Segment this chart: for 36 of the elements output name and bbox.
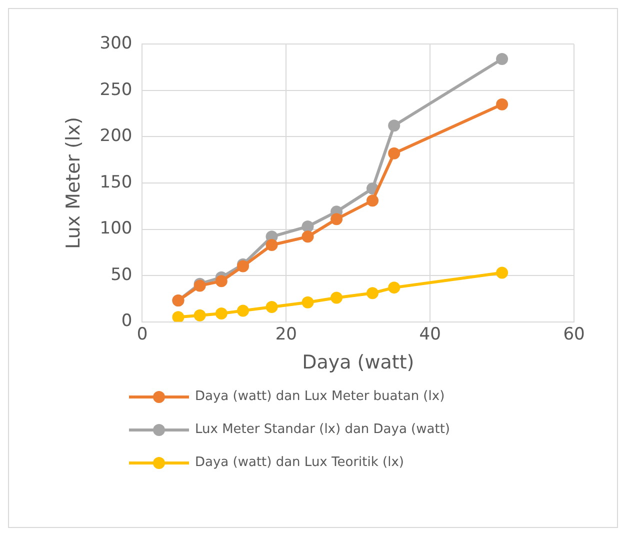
point: [388, 147, 400, 160]
point: [330, 213, 343, 226]
point: [266, 300, 278, 313]
x-tick-label: 40: [419, 324, 441, 344]
y-axis-title: Lux Meter (lx): [62, 117, 84, 249]
x-tick-label: 60: [563, 324, 585, 344]
legend-label: Lux Meter Standar (lx) dan Daya (watt): [195, 422, 450, 437]
point: [302, 230, 314, 243]
point: [266, 239, 278, 251]
x-tick-label: 0: [136, 324, 148, 344]
point: [330, 292, 343, 304]
y-tick-label: 150: [100, 172, 132, 192]
point: [302, 220, 314, 232]
y-tick-label: 250: [100, 80, 132, 100]
point: [496, 266, 508, 279]
point: [215, 275, 228, 288]
y-tick-label: 50: [110, 264, 132, 285]
point: [236, 304, 249, 317]
y-tick-label: 200: [100, 126, 132, 146]
point: [496, 53, 508, 66]
legend-label: Daya (watt) dan Lux Teoritik (lx): [195, 455, 404, 470]
point: [366, 287, 379, 300]
y-tick-label: 100: [100, 218, 132, 239]
legend-label: Daya (watt) dan Lux Meter buatan (lx): [195, 389, 445, 404]
y-tick-label: 0: [121, 311, 132, 332]
point: [388, 120, 400, 132]
point: [496, 98, 508, 110]
point: [215, 307, 228, 320]
point: [172, 311, 184, 322]
point: [302, 296, 314, 308]
point: [388, 282, 400, 294]
y-tick-label: 300: [100, 34, 132, 54]
point: [366, 194, 379, 207]
x-axis-title: Daya (watt): [302, 352, 414, 374]
x-tick-label: 20: [275, 324, 297, 344]
point: [194, 309, 206, 322]
